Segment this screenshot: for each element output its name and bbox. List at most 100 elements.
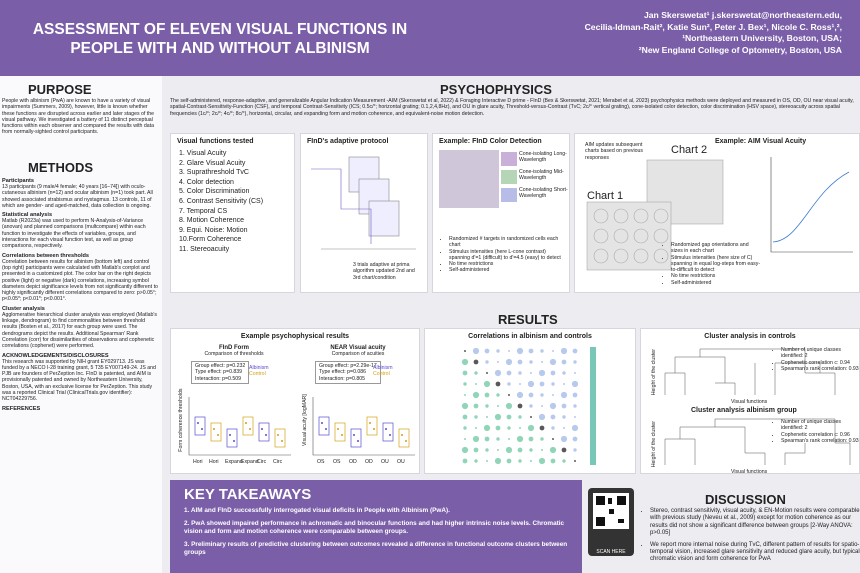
legend-entry: Control (249, 371, 266, 378)
cluster-xlabel-2: Visual functions (731, 469, 768, 475)
methods-subheading: Cluster analysis (2, 305, 45, 312)
color-label: Cone-isolating Short-Wavelength (519, 187, 568, 200)
legend-entry: Control (373, 371, 390, 378)
methods-text: This research was supported by NIH grant… (2, 358, 156, 403)
methods-subheading: Statistical analysis (2, 212, 53, 219)
example-box: Example psychophysical results FInD Form… (170, 328, 420, 474)
purpose-heading: PURPOSE (28, 82, 92, 97)
methods-text: Matlab (R2023a) was used to perform N-An… (2, 218, 146, 250)
qr-code (593, 493, 629, 529)
purpose-text: People with albinism (PwA) are known to … (2, 98, 154, 136)
qr-box: SCAN HERE (588, 488, 634, 556)
bullet: Spearman's rank correlation: 0.93 (781, 438, 860, 444)
qr-label: SCAN HERE (596, 549, 626, 555)
methods-subheading: REFERENCES (2, 405, 41, 412)
boxplot (312, 397, 415, 456)
takeaways-list: 1. AIM and FInD successfully interrogate… (184, 507, 568, 557)
bullet: We report more internal noise during TvC… (650, 542, 860, 564)
stat: Interaction: p=0.509 (195, 375, 242, 382)
adaptive-caption: 3 trials adaptive at prima algorithm upd… (353, 262, 415, 281)
takeaways-box: KEY TAKEAWAYS 1. AIM and FInD successful… (170, 480, 582, 573)
cluster-title: Cluster analysis in controls (704, 333, 796, 340)
x-tick-label: Circ (273, 459, 283, 465)
adaptive-figure (311, 156, 416, 250)
tested-box: Visual functions tested 1. Visual Acuity… (170, 133, 295, 293)
bullet: Self-administered (671, 280, 761, 286)
color-labels: Cone-isolating Long-Wavelength Cone-isola… (519, 151, 569, 205)
panel-title: FInD Form (219, 345, 249, 351)
example-title: Example psychophysical results (240, 333, 350, 340)
aim-box: Example: AIM Visual Acuity AIM updates s… (574, 133, 860, 293)
left-column (0, 76, 162, 573)
x-tick-label: Hori (193, 459, 203, 465)
takeaway: 2. PwA showed impaired performance in ac… (184, 520, 565, 535)
near-panel: NEAR Visual acuity Comparison of acuities… (299, 345, 417, 473)
takeaway: 1. AIM and FInD successfully interrogate… (184, 507, 450, 514)
bullet: Randomized gap orientations and sizes in… (671, 242, 761, 255)
x-tick-label: Expand (241, 459, 259, 465)
title: ASSESSMENT OF ELEVEN VISUAL FUNCTIONS IN… (32, 21, 408, 57)
panel-title: NEAR Visual acuity (330, 345, 386, 351)
psychophysics-text: The self-administered, response-adaptive… (170, 98, 854, 117)
author-line: ¹Northeastern University, Boston, USA; (682, 33, 842, 43)
discussion-heading: DISCUSSION (705, 492, 786, 507)
results-heading: RESULTS (498, 312, 558, 327)
x-tick-label: OU (397, 459, 405, 465)
methods: Participants 13 participants (9 male/4 fe… (2, 175, 158, 412)
legend-entry: Albinism (373, 365, 393, 371)
bullet-list: Number of unique classes identified: 2Co… (771, 419, 860, 444)
adaptive-title: FInD's adaptive protocol (307, 138, 389, 145)
panel-subtitle: Comparison of thresholds (204, 351, 264, 357)
bullet: Number of unique classes identified: 2 (781, 347, 860, 360)
bullet: Stimulus intensities (here L-cone contra… (449, 249, 565, 262)
color-box: Example: FInD Color Detection Cone-isola… (432, 133, 570, 293)
color-bullets: Randomized # targets in randomized cells… (439, 236, 565, 274)
stat: Type effect: p=0.086 (319, 369, 367, 376)
form-panel: FInD Form Comparison of thresholds Group e… (175, 345, 293, 473)
author-line: Jan Skerswetat¹ j.skerswetat@northeaster… (644, 10, 842, 20)
adaptive-box: FInD's adaptive protocol 3 trials adapti… (300, 133, 428, 293)
correlation-title: Correlations in albinism and controls (468, 333, 592, 340)
function-item: 2. Glare Visual Acuity (179, 159, 246, 167)
methods-text: Correlation between results for albinism… (2, 258, 158, 303)
function-item: 7. Temporal CS (179, 207, 228, 215)
stat: Interaction: p=0.805 (319, 375, 366, 382)
function-item: 10.Form Coherence (179, 236, 242, 244)
cluster-xlabel: Visual functions (731, 399, 768, 405)
cluster-title-2: Cluster analysis albinism group (691, 407, 797, 414)
y-axis-label: Visual acuity [logMAR] (301, 394, 308, 447)
function-item: 11. Stereoacuity (179, 245, 230, 253)
tested-list: 1. Visual Acuity 2. Glare Visual Acuity 3.… (179, 149, 294, 255)
legend: Albinism Control (373, 365, 393, 378)
color-title: Example: FInD Color Detection (439, 138, 542, 145)
boxplot (188, 397, 291, 456)
legend-entry: Albinism (249, 365, 269, 371)
bullet: Stereo, contrast sensitivity, visual acu… (650, 508, 860, 538)
bullet: Cophenetic correlation c: 0.96 (781, 432, 860, 438)
x-tick-label: OU (381, 459, 389, 465)
author-line: Cecilia-Idman-Rait², Katie Sun², Peter J… (584, 21, 842, 32)
stat: Group effect: p=2.29e-17 (319, 363, 377, 369)
methods-text: Agglomerative hierarchical cluster analy… (2, 311, 157, 350)
stat: Type effect: p=0.839 (195, 369, 243, 376)
color-label: Cone-isolating Mid-Wavelength (519, 169, 564, 182)
function-item: 6. Contrast Sensitivity (CS) (179, 197, 264, 205)
function-item: 1. Visual Acuity (179, 150, 227, 157)
methods-heading: METHODS (28, 160, 93, 175)
x-tick-label: Circ (257, 459, 267, 465)
aim-plot (770, 157, 853, 253)
correlation-box: Correlations in albinism and controls (424, 328, 636, 474)
bullet: Randomized # targets in randomized cells… (449, 236, 565, 249)
aim-chart-2: Chart 2 (671, 144, 708, 156)
stat: Group effect: p=0.232 (195, 363, 246, 369)
cluster-box: Cluster analysis in controls Number of u… (640, 328, 860, 475)
bullet: No time restrictions (671, 273, 761, 279)
function-item: 9. Equi. Noise: Motion (179, 226, 248, 234)
bullet-list: Stereo, contrast sensitivity, visual acu… (640, 508, 860, 564)
psychophysics-heading: PSYCHOPHYSICS (440, 82, 552, 97)
aim-title: Example: AIM Visual Acuity (715, 138, 807, 145)
panel-stats: Group effect: p=2.29e-17 Type effect: p=0… (315, 361, 381, 384)
aim-bullets: Randomized gap orientations and sizes in… (661, 242, 761, 286)
bullet: Stimulus intensities (here size of C) sp… (671, 255, 761, 274)
